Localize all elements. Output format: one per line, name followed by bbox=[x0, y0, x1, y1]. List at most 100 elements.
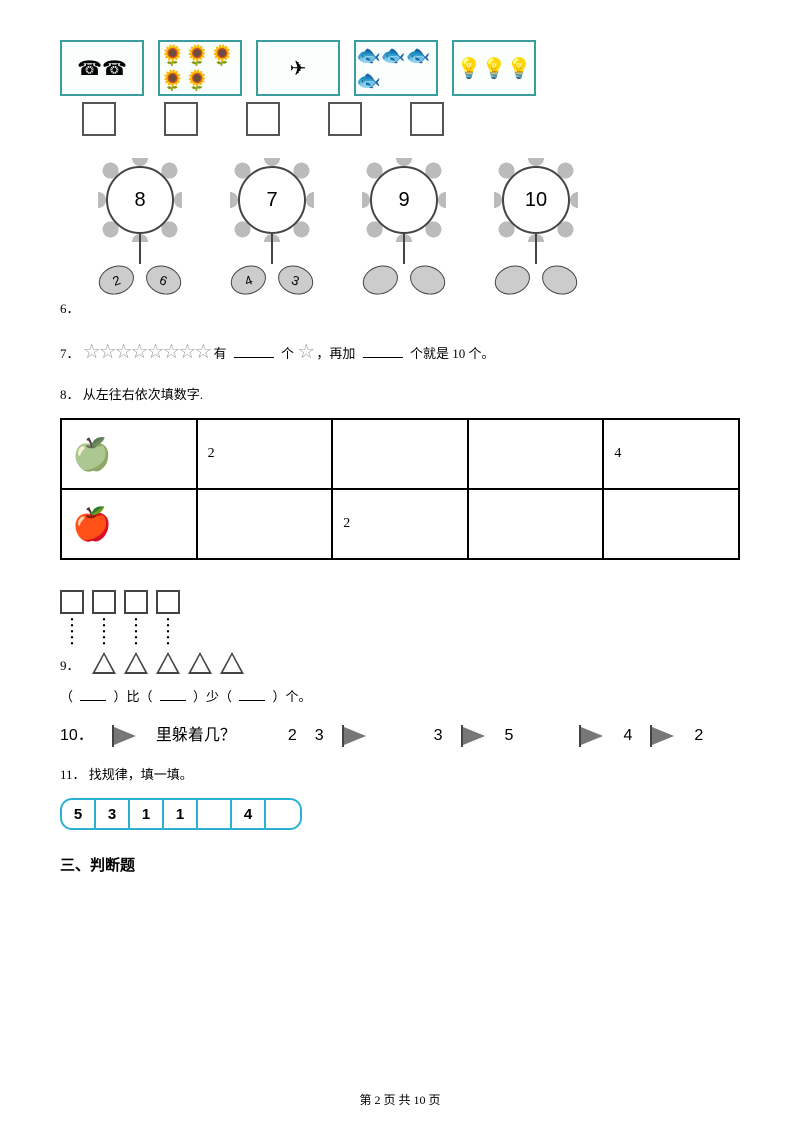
pattern-cell: 5 bbox=[62, 800, 96, 828]
flower-head: 7 bbox=[238, 166, 306, 234]
table-cell[interactable] bbox=[603, 489, 739, 559]
count-image-row: ☎☎ 🌻🌻🌻🌻🌻 ✈ 🐟🐟🐟🐟 💡💡💡 bbox=[60, 40, 740, 96]
q9-t2: ）比（ bbox=[114, 689, 153, 704]
dots-icon: ••••• bbox=[124, 618, 148, 648]
number-table: 🍏 2 4 🍎 2 bbox=[60, 418, 740, 560]
q9-t3: ）少（ bbox=[193, 689, 232, 704]
table-cell[interactable] bbox=[332, 419, 468, 489]
leaf-left[interactable] bbox=[359, 261, 402, 300]
leaf-right: 6 bbox=[142, 261, 185, 300]
square-icon bbox=[124, 590, 148, 614]
q10-val: 3 bbox=[315, 720, 324, 752]
flower-leaves: 2 6 bbox=[90, 264, 190, 292]
blank-input[interactable] bbox=[80, 687, 106, 701]
footer-mid: 页 共 bbox=[380, 1093, 413, 1107]
table-row: 🍎 2 bbox=[61, 489, 739, 559]
q-num: 9． bbox=[60, 655, 80, 674]
blank-input[interactable] bbox=[363, 344, 403, 358]
count-box-flowers: 🌻🌻🌻🌻🌻 bbox=[158, 40, 242, 96]
pattern-cell: 1 bbox=[130, 800, 164, 828]
question-6: 6． bbox=[60, 296, 740, 322]
eaten-apple-icon: 🍏 bbox=[72, 436, 112, 472]
answer-box[interactable] bbox=[82, 102, 116, 136]
flower-item: 8 2 6 bbox=[90, 166, 190, 286]
flower-item: 9 bbox=[354, 166, 454, 286]
count-box-lamps: 💡💡💡 bbox=[452, 40, 536, 96]
pattern-cell[interactable] bbox=[198, 800, 232, 828]
section-3-title: 三、判断题 bbox=[60, 854, 740, 875]
q9-t1: （ bbox=[60, 689, 73, 704]
triangle-icon bbox=[124, 652, 148, 674]
footer-total: 10 bbox=[414, 1093, 426, 1107]
flower-stem bbox=[271, 234, 273, 264]
answer-box-row bbox=[82, 102, 740, 136]
flower-head: 9 bbox=[370, 166, 438, 234]
flower-head: 8 bbox=[106, 166, 174, 234]
flag-icon[interactable] bbox=[579, 727, 605, 745]
q11-text: 找规律，填一填。 bbox=[89, 767, 193, 782]
blank-input[interactable] bbox=[234, 344, 274, 358]
q-num: 7． bbox=[60, 346, 80, 361]
flower-stem bbox=[535, 234, 537, 264]
answer-box[interactable] bbox=[164, 102, 198, 136]
q-num: 11． bbox=[60, 767, 86, 782]
leaf-left: 2 bbox=[95, 261, 138, 300]
apple-icon: 🍎 bbox=[72, 506, 112, 542]
answer-box[interactable] bbox=[410, 102, 444, 136]
flower-leaves bbox=[486, 264, 586, 292]
flower-head: 10 bbox=[502, 166, 570, 234]
count-box-plane: ✈ bbox=[256, 40, 340, 96]
square-icon bbox=[60, 590, 84, 614]
star-icon: ☆ bbox=[297, 341, 313, 363]
leaf-left[interactable] bbox=[491, 261, 534, 300]
table-cell-icon: 🍏 bbox=[61, 419, 197, 489]
flower-item: 7 4 3 bbox=[222, 166, 322, 286]
footer-suffix: 页 bbox=[426, 1093, 441, 1107]
flag-icon[interactable] bbox=[650, 727, 676, 745]
flower-item: 10 bbox=[486, 166, 586, 286]
leaf-right[interactable] bbox=[406, 261, 449, 300]
pattern-cell[interactable] bbox=[266, 800, 300, 828]
flag-icon[interactable] bbox=[342, 727, 368, 745]
table-cell: 2 bbox=[197, 419, 333, 489]
triangles-row: 9． bbox=[60, 652, 740, 674]
answer-box[interactable] bbox=[328, 102, 362, 136]
table-cell[interactable] bbox=[468, 419, 604, 489]
triangle-icon bbox=[220, 652, 244, 674]
q-num: 10． bbox=[60, 720, 94, 752]
answer-box[interactable] bbox=[246, 102, 280, 136]
table-cell[interactable] bbox=[468, 489, 604, 559]
page-footer: 第 2 页 共 10 页 bbox=[0, 1091, 800, 1108]
question-10: 10． 里躲着几？ 2 3 3 5 4 2 bbox=[60, 720, 740, 752]
flag-icon bbox=[112, 727, 138, 745]
dots-row: ••••• ••••• ••••• ••••• bbox=[60, 618, 740, 648]
dots-icon: ••••• bbox=[92, 618, 116, 648]
q8-text: 从左往右依次填数字. bbox=[83, 387, 203, 402]
leaf-left: 4 bbox=[227, 261, 270, 300]
question-7: 7． ☆☆☆☆☆☆☆☆ 有 个 ☆ ，再加 个就是 10 个。 bbox=[60, 332, 740, 372]
blank-input[interactable] bbox=[239, 687, 265, 701]
pattern-cell: 3 bbox=[96, 800, 130, 828]
table-cell[interactable] bbox=[197, 489, 333, 559]
leaf-right[interactable] bbox=[538, 261, 581, 300]
leaf-right: 3 bbox=[274, 261, 317, 300]
question-8: 8． 从左往右依次填数字. bbox=[60, 382, 740, 408]
q10-val: 4 bbox=[623, 720, 632, 752]
footer-prefix: 第 bbox=[359, 1093, 374, 1107]
triangle-icon bbox=[92, 652, 116, 674]
square-icon bbox=[156, 590, 180, 614]
table-cell: 2 bbox=[332, 489, 468, 559]
question-9-text: （ ）比（ ）少（ ）个。 bbox=[60, 684, 740, 710]
q10-val: 2 bbox=[288, 720, 297, 752]
flag-icon[interactable] bbox=[461, 727, 487, 745]
q10-val: 2 bbox=[694, 720, 703, 752]
table-cell-icon: 🍎 bbox=[61, 489, 197, 559]
q9-t4: ）个。 bbox=[273, 689, 312, 704]
triangle-icon bbox=[156, 652, 180, 674]
q-num: 8． bbox=[60, 387, 80, 402]
blank-input[interactable] bbox=[160, 687, 186, 701]
triangle-icon bbox=[188, 652, 212, 674]
flower-leaves bbox=[354, 264, 454, 292]
counting-section: ☎☎ 🌻🌻🌻🌻🌻 ✈ 🐟🐟🐟🐟 💡💡💡 bbox=[60, 40, 740, 136]
count-box-fish: 🐟🐟🐟🐟 bbox=[354, 40, 438, 96]
